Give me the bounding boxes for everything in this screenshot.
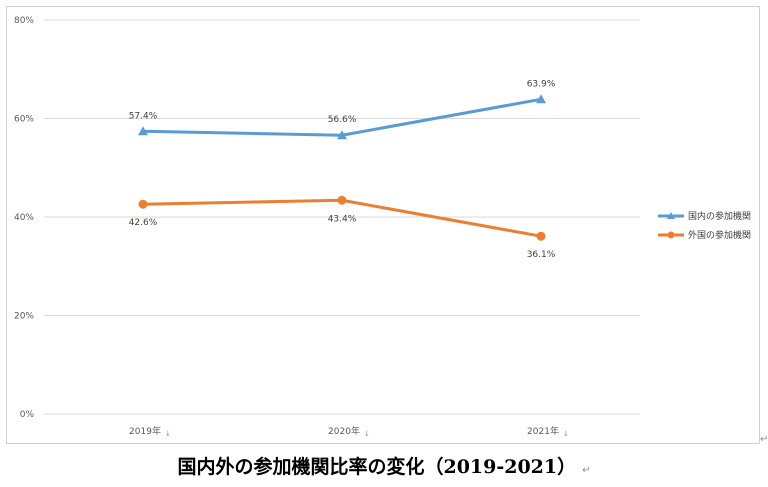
x-tick-label: 2019年 — [129, 425, 161, 437]
chart-frame — [6, 6, 760, 444]
legend-label: 国内の参加機関 — [688, 210, 751, 222]
x-tick-label: 2020年 — [328, 425, 360, 437]
data-point-circle — [536, 231, 546, 241]
data-label: 43.4% — [328, 214, 357, 224]
y-tick-label: 60% — [14, 115, 34, 125]
legend-marker-triangle — [667, 212, 675, 219]
paragraph-mark-icon: ↵ — [760, 434, 768, 445]
data-point-circle — [337, 195, 347, 205]
data-label: 56.6% — [328, 115, 357, 125]
caption-text: 国内外の参加機関比率の変化（2019-2021） — [177, 456, 577, 478]
x-tick-label: 2021年 — [527, 425, 559, 437]
y-tick-label: 0% — [20, 410, 35, 420]
figure-caption: 国内外の参加機関比率の変化（2019-2021） ↵ — [0, 452, 768, 479]
paragraph-mark-icon: ↓ — [165, 430, 171, 438]
y-tick-label: 20% — [14, 312, 34, 322]
legend-label: 外国の参加機関 — [688, 229, 751, 241]
paragraph-mark-icon: ↓ — [364, 430, 370, 438]
data-point-triangle — [138, 126, 148, 136]
data-point-triangle — [536, 94, 546, 104]
data-label: 63.9% — [527, 79, 556, 89]
data-label: 36.1% — [527, 250, 556, 260]
data-point-triangle — [337, 130, 347, 140]
y-tick-label: 40% — [14, 213, 34, 223]
data-point-circle — [138, 199, 148, 209]
y-tick-label: 80% — [14, 16, 34, 26]
line-chart: 0% 20% 40% 60% 80% 2019年 ↓ 2020年 ↓ 2021年 ↓ 57.4% 56.… — [14, 16, 751, 438]
legend-marker-circle — [667, 231, 675, 239]
data-label: 42.6% — [129, 218, 158, 228]
paragraph-mark-icon: ↓ — [563, 430, 569, 438]
data-label: 57.4% — [129, 111, 158, 121]
paragraph-mark-icon: ↵ — [582, 465, 591, 476]
